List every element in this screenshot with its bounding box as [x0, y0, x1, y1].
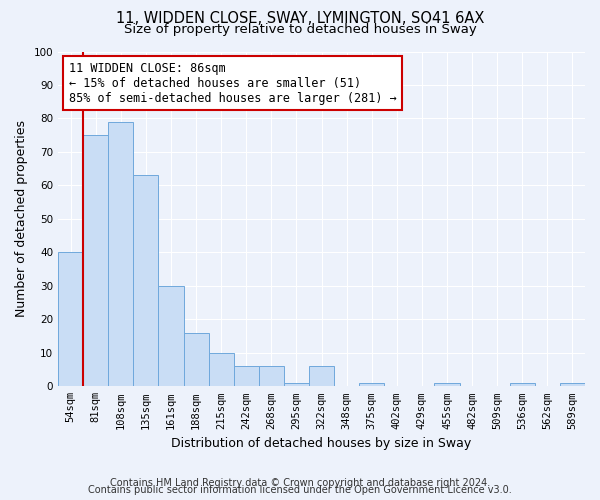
- X-axis label: Distribution of detached houses by size in Sway: Distribution of detached houses by size …: [172, 437, 472, 450]
- Bar: [434, 383, 460, 386]
- Bar: [184, 332, 209, 386]
- Text: 11 WIDDEN CLOSE: 86sqm
← 15% of detached houses are smaller (51)
85% of semi-det: 11 WIDDEN CLOSE: 86sqm ← 15% of detached…: [68, 62, 397, 104]
- Bar: [309, 366, 334, 386]
- Y-axis label: Number of detached properties: Number of detached properties: [15, 120, 28, 318]
- Bar: [209, 353, 233, 386]
- Bar: [83, 135, 108, 386]
- Bar: [158, 286, 184, 386]
- Bar: [259, 366, 284, 386]
- Text: Size of property relative to detached houses in Sway: Size of property relative to detached ho…: [124, 22, 476, 36]
- Bar: [560, 383, 585, 386]
- Text: Contains HM Land Registry data © Crown copyright and database right 2024.: Contains HM Land Registry data © Crown c…: [110, 478, 490, 488]
- Bar: [359, 383, 384, 386]
- Bar: [510, 383, 535, 386]
- Bar: [284, 383, 309, 386]
- Bar: [233, 366, 259, 386]
- Text: 11, WIDDEN CLOSE, SWAY, LYMINGTON, SO41 6AX: 11, WIDDEN CLOSE, SWAY, LYMINGTON, SO41 …: [116, 11, 484, 26]
- Bar: [58, 252, 83, 386]
- Bar: [133, 176, 158, 386]
- Bar: [108, 122, 133, 386]
- Text: Contains public sector information licensed under the Open Government Licence v3: Contains public sector information licen…: [88, 485, 512, 495]
